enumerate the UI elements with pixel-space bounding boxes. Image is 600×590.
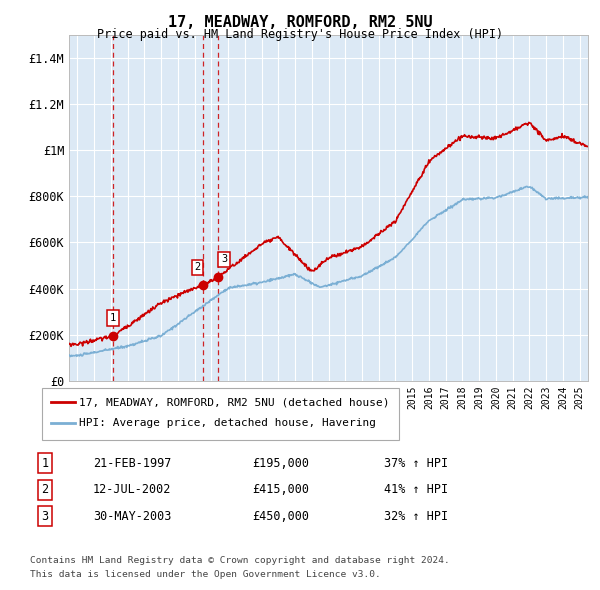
Text: 12-JUL-2002: 12-JUL-2002 xyxy=(93,483,172,496)
Text: £415,000: £415,000 xyxy=(252,483,309,496)
Text: 41% ↑ HPI: 41% ↑ HPI xyxy=(384,483,448,496)
Text: 32% ↑ HPI: 32% ↑ HPI xyxy=(384,510,448,523)
Text: 17, MEADWAY, ROMFORD, RM2 5NU: 17, MEADWAY, ROMFORD, RM2 5NU xyxy=(167,15,433,30)
Text: 1: 1 xyxy=(41,457,49,470)
Text: 17, MEADWAY, ROMFORD, RM2 5NU (detached house): 17, MEADWAY, ROMFORD, RM2 5NU (detached … xyxy=(79,398,390,407)
Text: Price paid vs. HM Land Registry's House Price Index (HPI): Price paid vs. HM Land Registry's House … xyxy=(97,28,503,41)
Text: 2: 2 xyxy=(41,483,49,496)
Text: 30-MAY-2003: 30-MAY-2003 xyxy=(93,510,172,523)
Text: 37% ↑ HPI: 37% ↑ HPI xyxy=(384,457,448,470)
Text: 3: 3 xyxy=(41,510,49,523)
Text: HPI: Average price, detached house, Havering: HPI: Average price, detached house, Have… xyxy=(79,418,376,428)
Text: 1: 1 xyxy=(110,313,116,323)
Text: This data is licensed under the Open Government Licence v3.0.: This data is licensed under the Open Gov… xyxy=(30,571,381,579)
Text: £195,000: £195,000 xyxy=(252,457,309,470)
Text: Contains HM Land Registry data © Crown copyright and database right 2024.: Contains HM Land Registry data © Crown c… xyxy=(30,556,450,565)
Text: £450,000: £450,000 xyxy=(252,510,309,523)
Text: 21-FEB-1997: 21-FEB-1997 xyxy=(93,457,172,470)
Text: 2: 2 xyxy=(194,263,201,273)
Text: 3: 3 xyxy=(221,254,227,264)
